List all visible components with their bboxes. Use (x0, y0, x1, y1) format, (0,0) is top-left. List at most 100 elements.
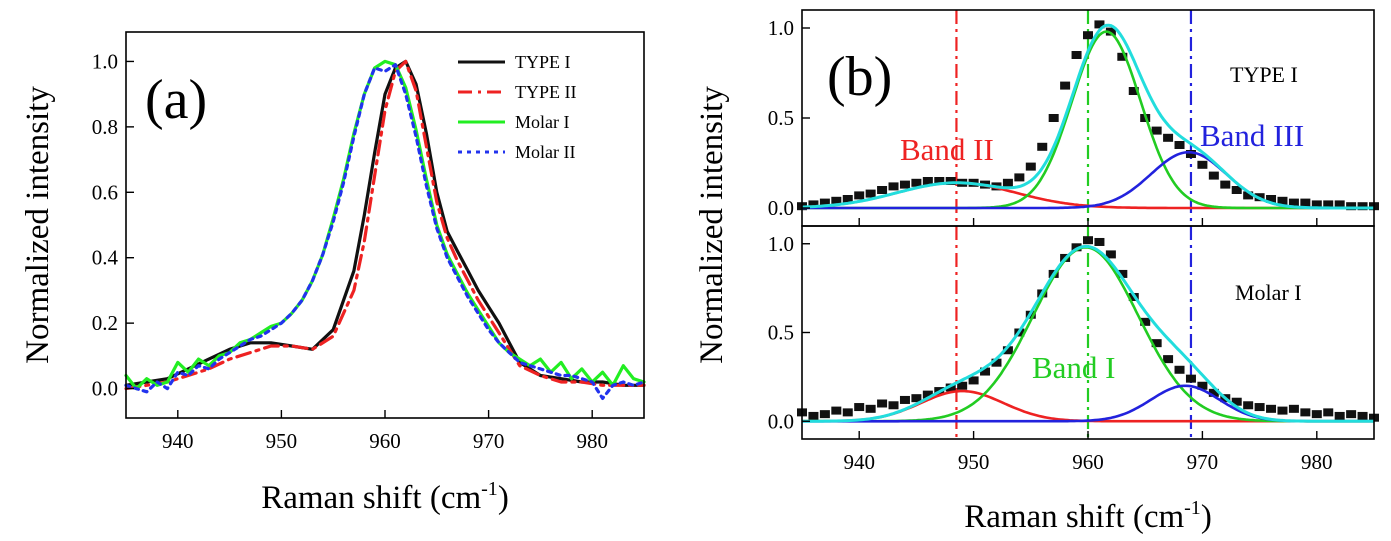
panel-b-top-data-point (1266, 195, 1277, 203)
panel-b-bottom-data-point (1185, 374, 1196, 383)
panel-b-top-data-point (1311, 200, 1322, 209)
panel-b-top-data-point (808, 200, 819, 209)
panel-b-top-y-tick-label: 0.5 (768, 106, 794, 130)
panel-b-top-data-point (1094, 20, 1105, 29)
panel-b-bottom-data-point (1231, 397, 1242, 406)
panel-b-bottom-data-point (1094, 237, 1105, 246)
panel-a-series-molar-i (124, 59, 646, 391)
panel-a-y-tick-label: 1.0 (92, 49, 118, 73)
panel-a-y-tick-label: 0.4 (92, 246, 119, 270)
panel-b-top-data-point (1288, 198, 1299, 207)
panel-b-top-data-point (1277, 196, 1288, 205)
panel-b-ticks: 0.0 0.5 1.0 0.0 0.5 1.0 940 950 960 970 980 (768, 16, 1333, 474)
panel-b-x-axis-label: Raman shift (cm-1) (964, 497, 1212, 535)
panel-b-bottom-data-point (1266, 404, 1277, 413)
panel-b-top-data-point (1151, 126, 1162, 135)
panel-b-top-data-point (899, 180, 910, 189)
panel-b-bottom-data-point (1300, 408, 1311, 417)
panel-a-legend: TYPE I TYPE II Molar I Molar II (458, 52, 577, 162)
panel-b-bottom-data-point (1323, 408, 1334, 417)
panel-b-top-y-tick-label: 1.0 (768, 16, 794, 40)
panel-b: 0.0 0.5 1.0 0.0 0.5 1.0 940 950 960 970 980 (b) TY… (694, 9, 1379, 535)
panel-b-bottom-data-point (865, 404, 876, 413)
panel-b-bottom-data-point (808, 411, 819, 420)
panel-b-bottom-data-point (819, 410, 830, 419)
panel-b-x-tick-label: 940 (843, 450, 875, 474)
panel-b-bottom-data-point (1346, 410, 1357, 419)
panel-b-top-sample-label: TYPE I (1230, 62, 1298, 87)
panel-b-y-axis-label: Normalized intensity (694, 86, 730, 364)
panel-b-x-tick-label: 950 (958, 450, 990, 474)
panel-b-bottom-y-tick-label: 0.5 (768, 321, 794, 345)
panel-b-top-data-point (1128, 87, 1139, 95)
legend-label-type2: TYPE II (515, 82, 577, 102)
panel-b-bottom-sample-label: Molar I (1235, 280, 1302, 305)
panel-b-top-data-point (1334, 200, 1345, 209)
panel-a-ticks: 940 950 960 970 980 0.0 0.2 0.4 0.6 0.8 1.0 (92, 49, 608, 453)
panel-b-bottom-data-point (1243, 401, 1254, 410)
panel-b-bottom-data-point (1208, 388, 1219, 397)
annotation-band-i: Band I (1032, 350, 1116, 385)
panel-b-bottom-data-point (945, 383, 956, 392)
panel-b-top-data-point (1002, 178, 1013, 187)
panel-b-top-data-point (819, 198, 830, 207)
panel-b-top-data-point (831, 196, 842, 205)
panel-b-bottom-data-point (1151, 339, 1162, 348)
panel-b-top-data-point (877, 186, 888, 194)
panel-b-top-data-point (1185, 150, 1196, 158)
panel-b-bottom-data-point (1277, 406, 1288, 415)
panel-b-top-data-point (934, 177, 945, 185)
panel-b-bottom-data-point (1002, 346, 1013, 355)
panel-b-top-data-point (1163, 133, 1174, 142)
panel-b-top-data-point (1071, 51, 1082, 59)
panel-b-top-fit-envelope (801, 23, 1374, 210)
panel-b-bottom-data-point (1197, 381, 1208, 390)
panel-b-top-data-point (1014, 173, 1025, 182)
panel-b-top-data-point (1346, 202, 1357, 211)
panel-b-top-data-point (1243, 191, 1254, 200)
annotation-band-ii: Band II (900, 132, 994, 167)
panel-b-top-data-point (1231, 186, 1242, 194)
panel-a-x-axis-label: Raman shift (cm-1) (261, 478, 509, 516)
panel-b-top-data-point (1174, 141, 1185, 149)
panel-b-bottom-data-point (1105, 250, 1116, 259)
legend-label-molar1: Molar I (515, 112, 569, 132)
panel-b-top-data-point (1117, 52, 1128, 61)
panel-a-x-tick-label: 970 (473, 429, 505, 453)
legend-label-type1: TYPE I (515, 52, 571, 72)
panel-a-y-axis-label: Normalized intensity (20, 86, 56, 364)
panel-b-top-data-point (1083, 31, 1093, 40)
panel-b-top-data-point (1300, 198, 1311, 207)
panel-b-top-data-point (1060, 81, 1071, 90)
panel-b-top-y-tick-label: 0.0 (768, 196, 794, 220)
panel-b-bottom-data-point (831, 406, 842, 415)
panel-b-bottom-data-point (854, 403, 865, 412)
panel-b-bottom-data-point (980, 367, 991, 376)
panel-b-top-data-point (911, 178, 922, 187)
panel-a-x-tick-label: 940 (162, 429, 194, 453)
panel-a: 940 950 960 970 980 0.0 0.2 0.4 0.6 0.8 1.0 (a) TY… (20, 31, 646, 516)
panel-b-bottom-data-point (1140, 317, 1151, 326)
panel-b-top-data-point (865, 189, 876, 198)
panel-b-bottom-fit-envelope (802, 244, 1374, 423)
panel-b-bottom-data-point (922, 390, 933, 399)
panel-b-x-tick-label: 960 (1072, 450, 1104, 474)
panel-b-bottom-data-point (1071, 243, 1082, 252)
panel-b-bottom-y-tick-label: 1.0 (768, 232, 794, 256)
panel-a-series-molar-ii (124, 63, 646, 400)
panel-b-top-content (797, 10, 1379, 226)
panel-a-label: (a) (145, 69, 207, 131)
panel-b-bottom-y-tick-label: 0.0 (768, 409, 794, 433)
panel-b-x-tick-label: 980 (1301, 450, 1333, 474)
panel-b-bottom-content (797, 226, 1379, 439)
panel-b-bottom-data-point (968, 376, 979, 385)
panel-b-top-data-point (1208, 171, 1219, 180)
panel-b-bottom-data-point (842, 408, 853, 417)
panel-b-top-data-point (1197, 160, 1208, 169)
panel-b-top-data-point (1048, 114, 1059, 122)
panel-b-label: (b) (827, 46, 892, 108)
panel-b-top-data-point (1220, 180, 1231, 189)
panel-b-bottom-data-point (1311, 410, 1322, 419)
panel-b-bottom-data-point (911, 394, 922, 403)
panel-a-y-tick-label: 0.8 (92, 115, 118, 139)
